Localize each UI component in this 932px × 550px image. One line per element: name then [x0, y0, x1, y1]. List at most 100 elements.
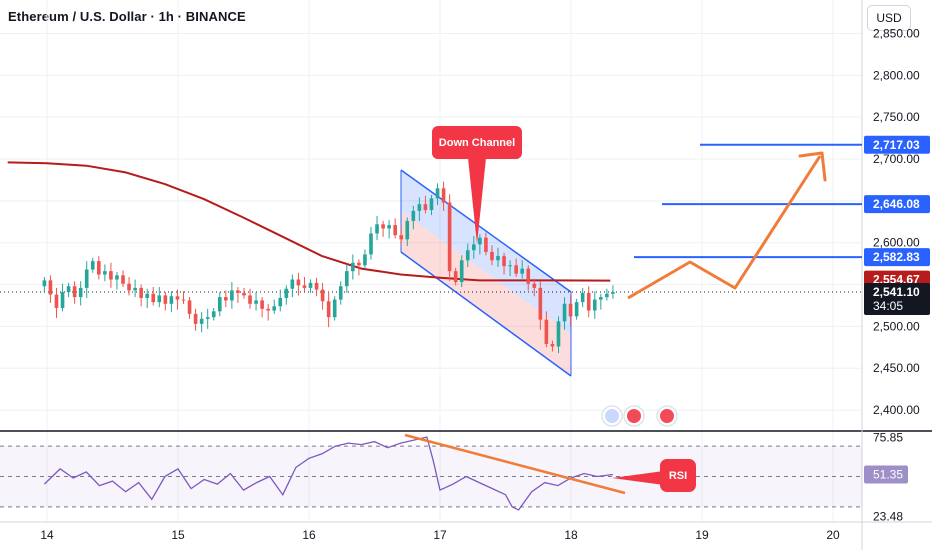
- candle-body: [538, 287, 543, 320]
- candle-body: [54, 294, 59, 308]
- time-tick-label: 19: [695, 528, 709, 542]
- candles: [42, 181, 615, 354]
- candle-body: [580, 292, 585, 303]
- price-tick-label: 2,450.00: [873, 361, 920, 375]
- price-tick-label: 2,700.00: [873, 152, 920, 166]
- candle-body: [496, 256, 500, 261]
- candle-body: [387, 225, 391, 229]
- candle-body: [550, 343, 555, 347]
- candle-body: [78, 287, 83, 298]
- candle-body: [181, 299, 186, 301]
- candle-body: [611, 291, 615, 294]
- candle-body: [224, 297, 228, 301]
- target-3-label-text: 2,582.83: [873, 250, 920, 264]
- candle-body: [205, 317, 210, 319]
- candle-body: [211, 311, 216, 318]
- rsi-callout-box: [660, 459, 696, 492]
- target-1-label: 2,717.03: [864, 135, 930, 154]
- target-1-label-text: 2,717.03: [873, 138, 920, 152]
- candle-body: [363, 254, 367, 266]
- rsi-callout-label: RSI: [669, 470, 687, 482]
- price-tick-label: 2,800.00: [873, 68, 920, 82]
- time-tick-label: 16: [302, 528, 316, 542]
- candle-body: [175, 296, 180, 300]
- candle-body: [605, 293, 609, 298]
- candle-body: [471, 244, 476, 251]
- candle-body: [526, 268, 531, 284]
- candle-body: [332, 299, 337, 318]
- candle-body: [42, 280, 47, 287]
- callout-box: [432, 126, 522, 159]
- candle-body: [169, 296, 174, 304]
- callout-pointer: [468, 158, 486, 244]
- candle-body: [236, 290, 240, 293]
- candle-body: [568, 303, 573, 317]
- candle-body: [133, 287, 137, 291]
- candle-body: [599, 297, 603, 300]
- candle-body: [520, 268, 525, 274]
- candle-body: [592, 299, 597, 311]
- candle-body: [320, 289, 325, 302]
- target-levels: [634, 143, 862, 259]
- lightning-icon-inner: [605, 409, 619, 423]
- candle-body: [447, 202, 452, 272]
- candle-body: [478, 237, 482, 245]
- channel-bottom-line: [400, 251, 572, 377]
- target-2-label-bg: [864, 195, 930, 214]
- target-3-label-bg: [864, 248, 930, 267]
- candle-body: [84, 269, 89, 288]
- candle-body: [217, 297, 222, 312]
- candle-body: [405, 220, 410, 240]
- price-tick-label: 2,850.00: [873, 26, 920, 40]
- candle-body: [266, 308, 270, 311]
- rsi-callout-pointer: [612, 471, 664, 485]
- rsi-callout: RSI: [612, 459, 696, 492]
- candle-body: [278, 297, 283, 307]
- candle-body: [284, 288, 289, 298]
- lightning-icon: [601, 405, 623, 427]
- rsi-line: [43, 436, 613, 511]
- candle-body: [326, 301, 331, 318]
- candle-body: [351, 262, 355, 272]
- candle-body: [411, 210, 416, 221]
- rsi-axis: 75.85 51.35 23.48: [864, 430, 908, 524]
- candle-body: [199, 318, 204, 324]
- candle-body: [490, 251, 494, 261]
- price-axis: 2,850.002,800.002,750.002,700.002,650.00…: [864, 26, 930, 417]
- candle-body: [514, 265, 518, 274]
- rsi-tick-label: 23.48: [873, 510, 903, 524]
- time-axis: 14 15 16 17 18 19 20: [40, 528, 840, 542]
- target-2-label-text: 2,646.08: [873, 197, 920, 211]
- candle-body: [254, 300, 258, 304]
- currency-button[interactable]: USD: [867, 5, 911, 31]
- rsi-tick-label: 75.85: [873, 430, 903, 444]
- channel-lower-fill: [401, 211, 571, 376]
- candle-body: [586, 292, 591, 311]
- candle-body: [193, 313, 198, 324]
- candle-body: [163, 295, 168, 304]
- moving-average-line: [7, 161, 611, 282]
- candle-body: [121, 275, 125, 284]
- candle-body: [296, 279, 301, 286]
- candle-body: [66, 286, 71, 293]
- candle-body: [314, 282, 319, 290]
- rsi-pane: [0, 433, 862, 511]
- candle-body: [429, 198, 434, 211]
- candle-body: [127, 283, 131, 291]
- rsi-divergence-line: [404, 433, 626, 495]
- candle-body: [544, 319, 549, 344]
- candle-body: [375, 224, 379, 234]
- candle-body: [60, 292, 65, 308]
- rsi-band-fill: [0, 446, 862, 507]
- target-3-label: 2,582.83: [864, 248, 930, 267]
- last-price-text: 2,541.10: [873, 285, 920, 299]
- candle-body: [574, 302, 579, 317]
- candle-body: [423, 204, 428, 211]
- down-channel-callout: Down Channel: [432, 126, 522, 244]
- candle-body: [151, 293, 156, 303]
- candle-body: [508, 265, 512, 267]
- candle-body: [459, 260, 464, 283]
- candle-body: [393, 225, 397, 236]
